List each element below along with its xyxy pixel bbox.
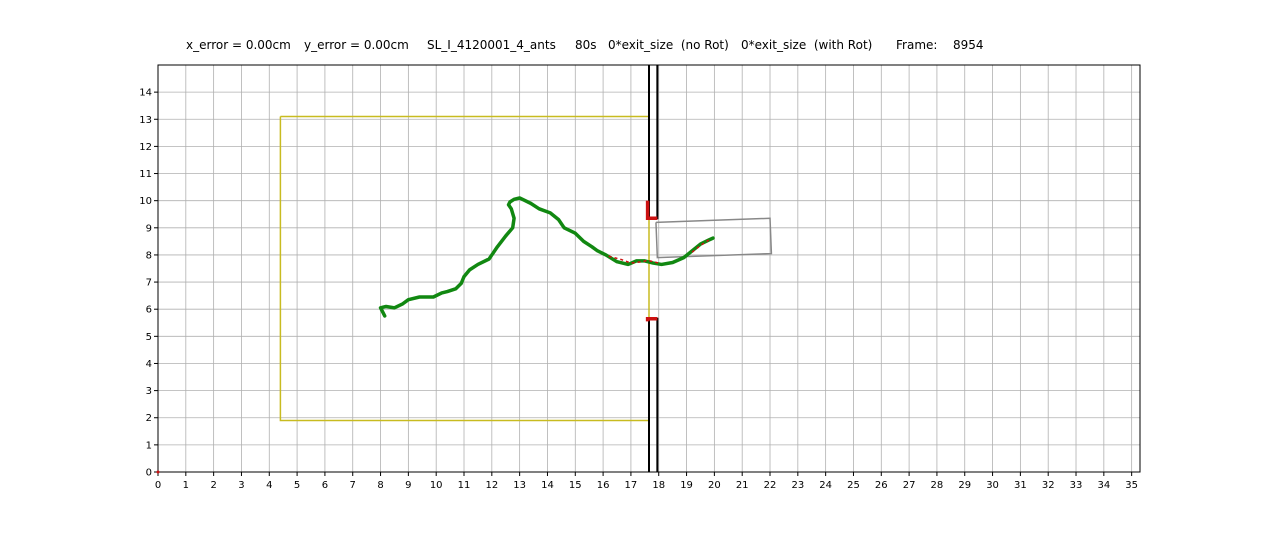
- slit-corner-marker-1: [645, 316, 658, 322]
- y-tick-label: 4: [146, 359, 152, 370]
- x-tick-label: 27: [903, 480, 916, 491]
- x-tick-label: 11: [458, 480, 471, 491]
- load-outline: [655, 217, 773, 259]
- x-tick-label: 28: [931, 480, 944, 491]
- exit-no-rot-label: 0*exit_size (no Rot): [608, 38, 729, 52]
- x-tick-label: 17: [625, 480, 638, 491]
- x-tick-label: 35: [1125, 480, 1138, 491]
- x-tick-label: 29: [958, 480, 971, 491]
- x-tick-label: 19: [680, 480, 693, 491]
- origin-marker: [156, 470, 160, 474]
- x-tick-label: 13: [513, 480, 526, 491]
- exit-with-rot-label: 0*exit_size (with Rot): [741, 38, 873, 52]
- frame-label: Frame:: [896, 38, 938, 52]
- frame-value: 8954: [953, 38, 984, 52]
- x-tick-label: 14: [541, 480, 554, 491]
- x-tick-label: 8: [377, 480, 383, 491]
- x-tick-label: 0: [155, 480, 161, 491]
- slit-corner-marker-0: [645, 200, 658, 221]
- x-tick-label: 32: [1042, 480, 1055, 491]
- x-tick-label: 1: [183, 480, 189, 491]
- y-tick-label: 5: [146, 332, 152, 343]
- x-tick-label: 34: [1097, 480, 1110, 491]
- x-tick-label: 26: [875, 480, 888, 491]
- y-tick-label: 6: [146, 305, 152, 316]
- x-tick-label: 4: [266, 480, 272, 491]
- x-tick-label: 10: [430, 480, 443, 491]
- x-tick-label: 16: [597, 480, 610, 491]
- y-tick-label: 2: [146, 413, 152, 424]
- x-tick-label: 24: [819, 480, 832, 491]
- x-tick-label: 15: [569, 480, 582, 491]
- y-tick-label: 3: [146, 386, 152, 397]
- x-tick-label: 6: [322, 480, 328, 491]
- y-tick-label: 14: [139, 88, 152, 99]
- y-tick-label: 7: [146, 278, 152, 289]
- x-tick-label: 7: [350, 480, 356, 491]
- time-label: 80s: [575, 38, 597, 52]
- x-tick-label: 3: [238, 480, 244, 491]
- x-tick-label: 21: [736, 480, 749, 491]
- run-name-label: SL_I_4120001_4_ants: [427, 38, 556, 52]
- x-tick-label: 20: [708, 480, 721, 491]
- arena-outline: [279, 115, 650, 422]
- y-tick-label: 8: [146, 250, 152, 261]
- chart-title: x_error = 0.00cm y_error = 0.00cm SL_I_4…: [0, 38, 1268, 56]
- x-tick-label: 22: [764, 480, 777, 491]
- y-tick-label: 1: [146, 440, 152, 451]
- y-error-label: y_error = 0.00cm: [304, 38, 409, 52]
- x-tick-label: 23: [791, 480, 804, 491]
- y-tick-label: 0: [146, 468, 152, 479]
- x-tick-label: 9: [405, 480, 411, 491]
- x-tick-label: 2: [210, 480, 216, 491]
- x-tick-label: 5: [294, 480, 300, 491]
- y-tick-label: 11: [139, 169, 152, 180]
- axes-frame: [157, 64, 1141, 473]
- x-tick-label: 30: [986, 480, 999, 491]
- y-tick-label: 10: [139, 196, 152, 207]
- y-tick-label: 13: [139, 115, 152, 126]
- wall-1: [648, 317, 659, 472]
- wall-0: [648, 65, 659, 220]
- x-tick-label: 18: [652, 480, 665, 491]
- y-tick-label: 12: [139, 142, 152, 153]
- x-tick-label: 25: [847, 480, 860, 491]
- x-error-label: x_error = 0.00cm: [186, 38, 291, 52]
- x-tick-label: 12: [485, 480, 498, 491]
- x-tick-label: 33: [1070, 480, 1083, 491]
- trajectory-highlight-0: [608, 255, 659, 264]
- y-tick-label: 9: [146, 223, 152, 234]
- x-tick-label: 31: [1014, 480, 1027, 491]
